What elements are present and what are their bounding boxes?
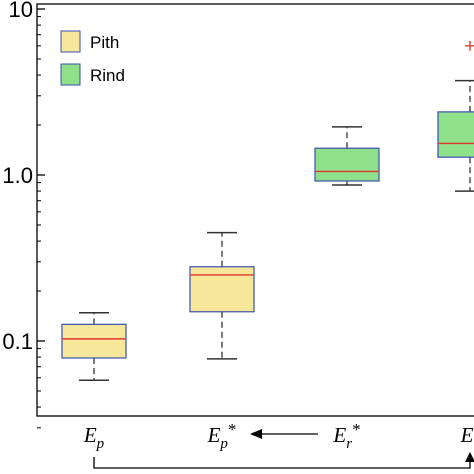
box-e_p bbox=[61, 311, 127, 382]
box-iqr bbox=[189, 266, 255, 313]
bracket-ep-to-er bbox=[93, 457, 471, 469]
category-label: Er* bbox=[332, 420, 360, 452]
plot-frame bbox=[36, 3, 474, 417]
box-iqr bbox=[314, 147, 380, 182]
box-e_p-star bbox=[189, 231, 255, 360]
box-iqr bbox=[61, 323, 127, 359]
plot-axes bbox=[36, 3, 474, 417]
category-label: Ep bbox=[83, 423, 105, 452]
legend-label: Rind bbox=[90, 66, 125, 85]
annotations bbox=[93, 429, 474, 469]
y-tick-label: 0.1 bbox=[2, 329, 33, 354]
legend-swatch bbox=[60, 63, 81, 86]
y-tick-label: 1.0 bbox=[2, 163, 33, 188]
legend: Pith Rind bbox=[60, 30, 125, 86]
box-e_r-star bbox=[314, 126, 380, 186]
box-e_r bbox=[437, 40, 474, 192]
x-axis-category-labels: Ep Ep* Er* Er bbox=[83, 420, 474, 452]
legend-label: Pith bbox=[90, 33, 119, 52]
arrow-head bbox=[250, 429, 262, 439]
legend-swatch bbox=[60, 30, 81, 53]
boxes bbox=[61, 40, 474, 382]
category-label: Er bbox=[460, 423, 474, 452]
y-tick-label: 10 bbox=[9, 0, 33, 22]
bracket-arrow-head bbox=[465, 452, 474, 462]
category-label: Ep* bbox=[207, 420, 237, 452]
y-axis-ticks: 0.1 1.0 10 bbox=[2, 0, 45, 429]
box-iqr bbox=[437, 111, 474, 158]
outlier-marker bbox=[465, 40, 474, 51]
